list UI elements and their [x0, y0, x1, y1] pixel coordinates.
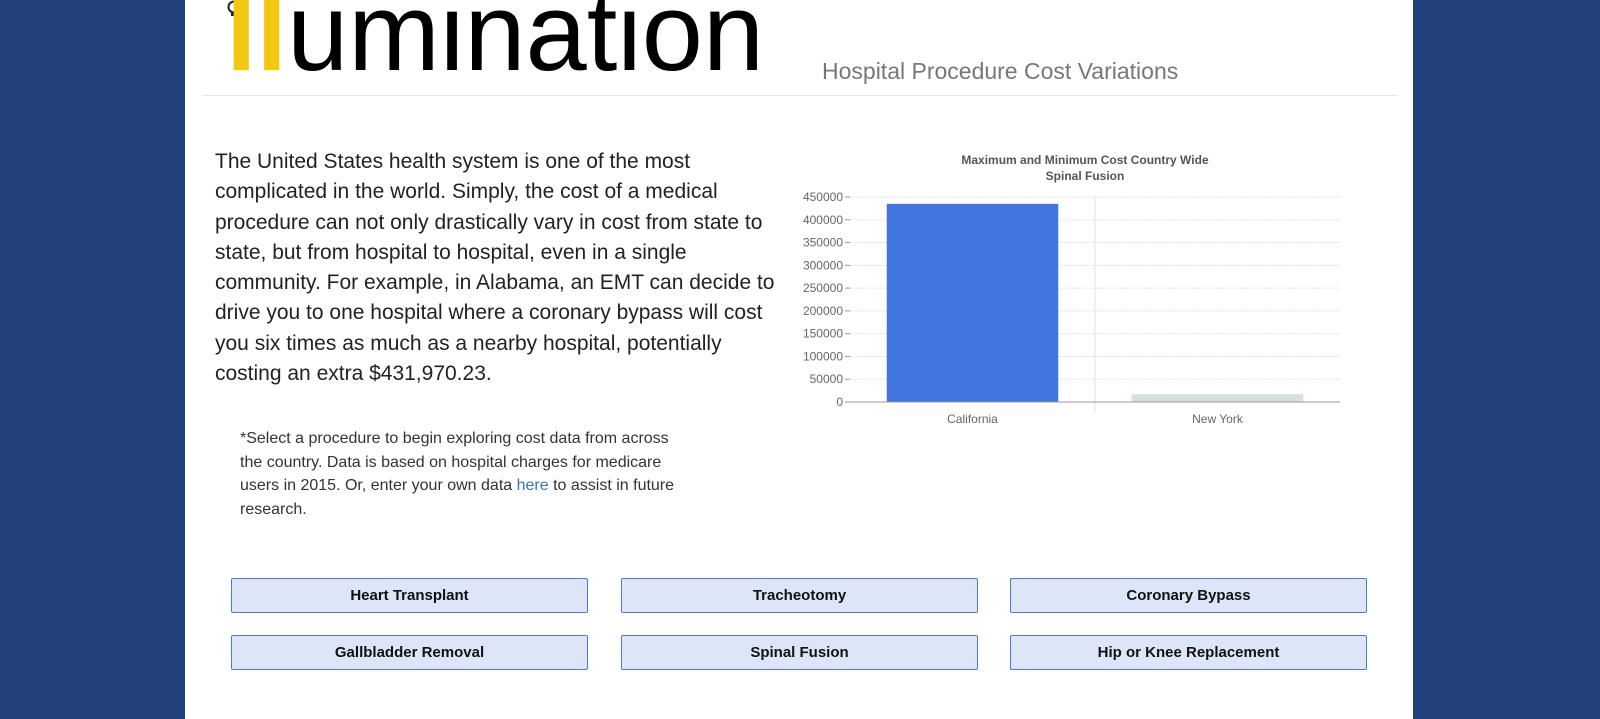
y-tick-label: 100000 [803, 349, 843, 363]
x-tick-label: California [947, 412, 998, 426]
y-tick-label: 0 [836, 395, 843, 409]
instruction-note: *Select a procedure to begin exploring c… [240, 427, 680, 521]
chart-svg: Maximum and Minimum Cost Country Wide Spi… [803, 153, 1340, 426]
y-tick-label: 450000 [803, 190, 843, 204]
heart-transplant-button[interactable]: Heart Transplant [231, 578, 588, 613]
y-tick-label: 200000 [803, 304, 843, 318]
hip-knee-replacement-button[interactable]: Hip or Knee Replacement [1010, 635, 1367, 670]
coronary-bypass-button[interactable]: Coronary Bypass [1010, 578, 1367, 613]
header: llumination Hospital Procedure Cost Vari… [202, 0, 1398, 96]
cost-bar-chart: Maximum and Minimum Cost Country Wide Spi… [800, 150, 1360, 440]
tracheotomy-button[interactable]: Tracheotomy [621, 578, 978, 613]
page-container: llumination Hospital Procedure Cost Vari… [185, 0, 1413, 719]
y-tick-label: 150000 [803, 327, 843, 341]
y-tick-label: 350000 [803, 236, 843, 250]
note-text-before: *Select a procedure to begin exploring c… [240, 430, 669, 494]
bar-california [886, 203, 1059, 402]
y-tick-label: 300000 [803, 258, 843, 272]
y-tick-label: 400000 [803, 213, 843, 227]
logo-highlight: ll [226, 0, 288, 94]
page-subtitle: Hospital Procedure Cost Variations [822, 58, 1179, 84]
lightbulb-icon [227, 0, 241, 16]
note-text-after: to assist in future research. [240, 477, 675, 518]
logo[interactable]: llumination [226, 0, 764, 88]
x-tick-label: New York [1192, 412, 1244, 426]
chart-subtitle: Spinal Fusion [1046, 169, 1125, 183]
spinal-fusion-button[interactable]: Spinal Fusion [621, 635, 978, 670]
enter-data-link[interactable]: here [516, 477, 549, 494]
intro-paragraph: The United States health system is one o… [215, 150, 775, 386]
chart-title: Maximum and Minimum Cost Country Wide [961, 153, 1209, 167]
y-tick-label: 250000 [803, 281, 843, 295]
y-tick-label: 50000 [810, 372, 844, 386]
gallbladder-removal-button[interactable]: Gallbladder Removal [231, 635, 588, 670]
bar-new-york [1131, 394, 1304, 402]
logo-text: umination [287, 0, 765, 94]
